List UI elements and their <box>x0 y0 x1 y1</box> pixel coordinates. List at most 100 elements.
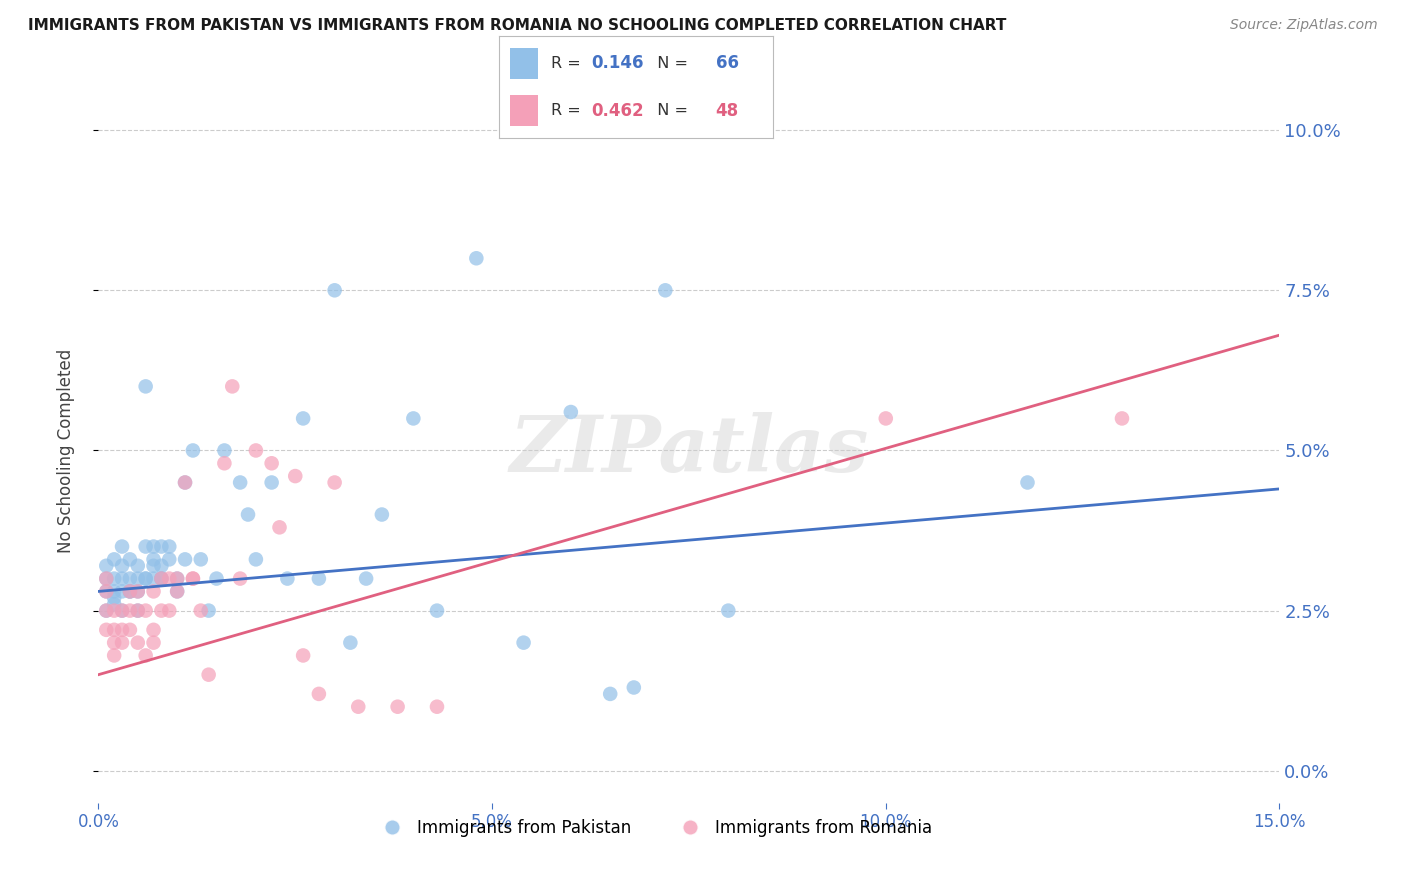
Point <box>717 604 740 618</box>
Point <box>190 604 212 618</box>
Point <box>166 572 188 586</box>
Point <box>135 379 157 393</box>
Point <box>135 540 157 554</box>
Point <box>512 635 534 649</box>
Point <box>174 552 197 566</box>
Point <box>236 508 259 522</box>
Point <box>127 558 149 573</box>
Point <box>654 283 676 297</box>
Point <box>269 520 291 534</box>
Point <box>166 572 188 586</box>
Point <box>103 623 125 637</box>
Point <box>402 411 425 425</box>
Point <box>157 604 180 618</box>
Point <box>142 558 165 573</box>
Point <box>1111 411 1133 425</box>
Point <box>96 584 118 599</box>
Point <box>190 552 212 566</box>
Point <box>118 584 141 599</box>
Point <box>142 572 165 586</box>
Point <box>197 604 219 618</box>
Point <box>96 558 118 573</box>
Point <box>214 456 236 470</box>
Point <box>111 558 134 573</box>
Point <box>181 443 204 458</box>
Text: Source: ZipAtlas.com: Source: ZipAtlas.com <box>1230 18 1378 32</box>
Bar <box>510 48 537 78</box>
Point <box>875 411 897 425</box>
Point <box>103 597 125 611</box>
Point <box>323 283 346 297</box>
Point <box>118 604 141 618</box>
Point <box>308 687 330 701</box>
Point <box>150 540 173 554</box>
Point <box>142 540 165 554</box>
Point <box>96 604 118 618</box>
Point <box>103 591 125 605</box>
Point <box>103 572 125 586</box>
Point <box>166 584 188 599</box>
Point <box>260 456 283 470</box>
Point <box>103 635 125 649</box>
Bar <box>510 95 537 126</box>
Point <box>426 699 449 714</box>
Text: ZIPatlas: ZIPatlas <box>509 412 869 489</box>
Point <box>339 635 361 649</box>
Point <box>308 572 330 586</box>
Point <box>135 604 157 618</box>
Text: N =: N = <box>647 103 693 118</box>
Point <box>245 443 267 458</box>
Point <box>127 584 149 599</box>
Point <box>292 648 315 663</box>
Point <box>623 681 645 695</box>
Point <box>111 604 134 618</box>
Point <box>347 699 370 714</box>
Point <box>205 572 228 586</box>
Point <box>118 572 141 586</box>
Point <box>284 469 307 483</box>
Point <box>150 572 173 586</box>
Point <box>142 552 165 566</box>
Point <box>197 667 219 681</box>
Point <box>127 635 149 649</box>
Point <box>181 572 204 586</box>
Point <box>323 475 346 490</box>
Point <box>96 623 118 637</box>
Point <box>214 443 236 458</box>
Point <box>118 552 141 566</box>
Point <box>157 572 180 586</box>
Point <box>111 623 134 637</box>
Point <box>150 558 173 573</box>
Point <box>221 379 243 393</box>
Point <box>354 572 377 586</box>
Point <box>96 572 118 586</box>
Point <box>135 648 157 663</box>
Text: 0.146: 0.146 <box>591 54 644 72</box>
Point <box>426 604 449 618</box>
Point <box>150 572 173 586</box>
Point <box>111 604 134 618</box>
Point <box>142 623 165 637</box>
Point <box>229 475 252 490</box>
Text: 66: 66 <box>716 54 738 72</box>
Point <box>127 572 149 586</box>
Point <box>96 584 118 599</box>
Point <box>229 572 252 586</box>
Point <box>142 584 165 599</box>
Point <box>103 584 125 599</box>
Text: R =: R = <box>551 103 586 118</box>
Point <box>103 552 125 566</box>
Point <box>1017 475 1039 490</box>
Point <box>135 572 157 586</box>
Point <box>142 635 165 649</box>
Text: R =: R = <box>551 56 586 70</box>
Point <box>111 584 134 599</box>
Point <box>135 572 157 586</box>
Point <box>174 475 197 490</box>
Text: 0.462: 0.462 <box>591 102 644 120</box>
Point <box>560 405 582 419</box>
Point <box>118 623 141 637</box>
Point <box>166 584 188 599</box>
Point <box>96 604 118 618</box>
Text: 48: 48 <box>716 102 738 120</box>
